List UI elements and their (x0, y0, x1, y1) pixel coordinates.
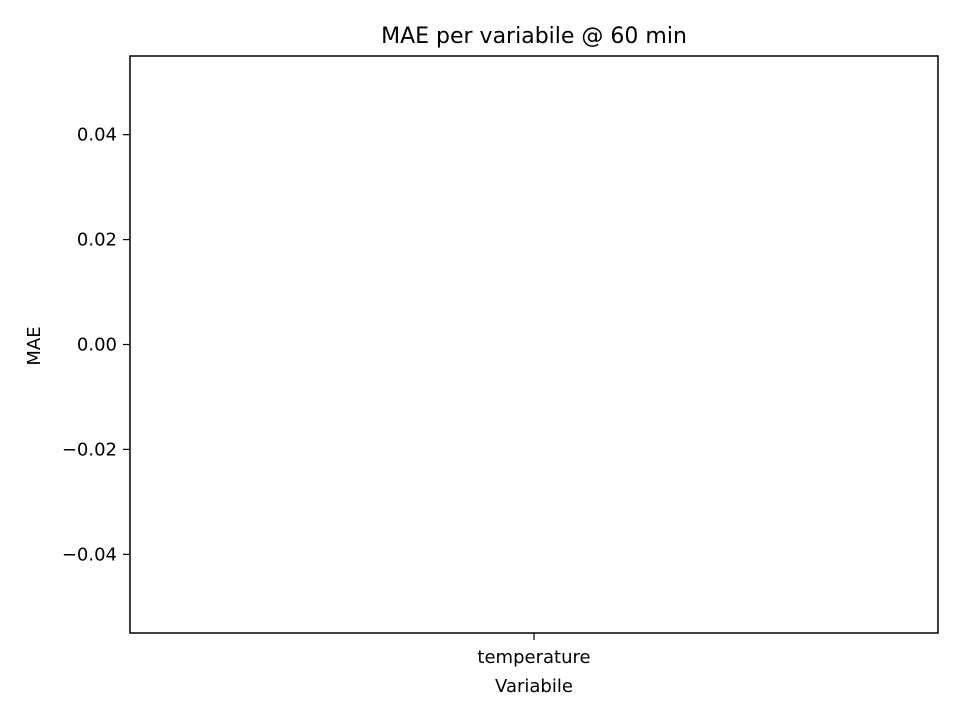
y-tick-label: −0.02 (62, 439, 117, 460)
y-tick-label: 0.04 (77, 125, 117, 146)
y-tick-label: −0.04 (62, 544, 117, 565)
y-tick-label: 0.02 (77, 230, 117, 251)
chart-title: MAE per variabile @ 60 min (381, 24, 687, 49)
y-axis: 0.04 0.02 0.00 −0.02 −0.04 (62, 125, 130, 565)
y-tick-label: 0.00 (77, 335, 117, 356)
x-axis-label: Variabile (495, 676, 573, 697)
y-axis-label: MAE (24, 326, 45, 365)
plot-area (129, 55, 939, 634)
x-axis: temperature (477, 633, 591, 668)
x-tick-label: temperature (477, 647, 590, 668)
